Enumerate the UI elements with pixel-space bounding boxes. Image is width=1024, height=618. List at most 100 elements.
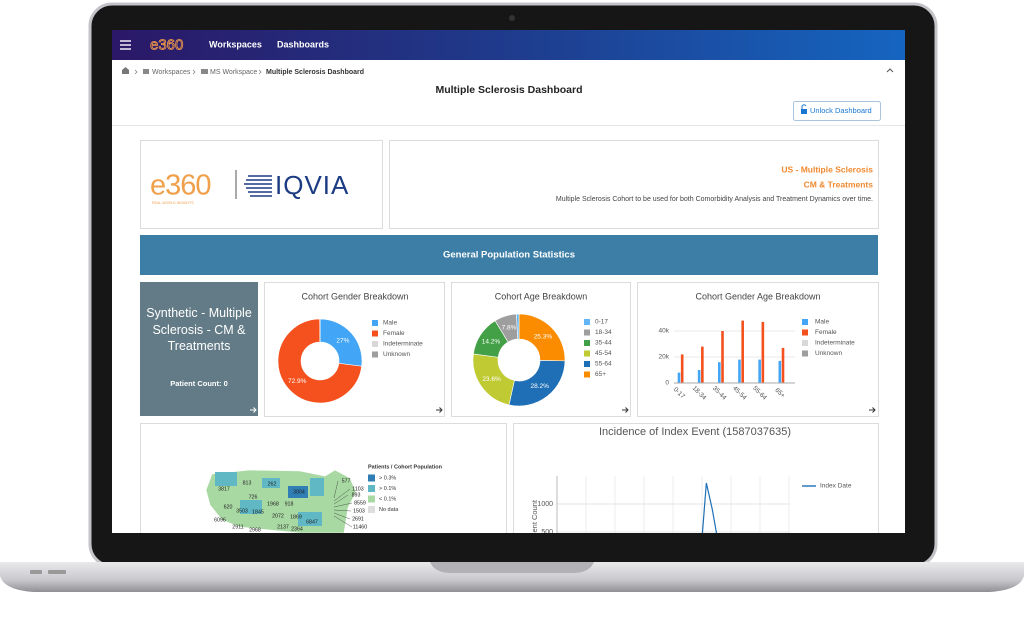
menu-icon[interactable] [120,40,131,50]
legend-label: 45-54 [595,350,612,357]
nav-item[interactable]: Workspaces [209,39,262,49]
map-label: 1968 [267,501,279,507]
slice-label: 7.8% [502,325,517,332]
slice-label: 23.6% [482,376,501,383]
leader-line [333,488,351,502]
open-arrow[interactable] [436,407,443,413]
bar [680,354,684,383]
legend-label: 55-64 [595,361,612,368]
cohort-tile[interactable] [140,282,258,416]
map-region [262,478,280,488]
cohort-title-box: Synthetic - Multiple Sclerosis - CM & Tr… [146,306,252,353]
map-label: 8559 [354,500,366,506]
map-label: 3817 [218,486,230,492]
legend-label: > 0.3% [379,475,396,481]
map-region [298,512,322,526]
map-label: 726 [249,494,258,500]
info-heading: US - Multiple Sclerosis [781,164,873,174]
map-label: 2911 [232,524,243,530]
map-label: 2137 [277,524,289,530]
open-arrow[interactable] [250,407,257,413]
chart-title: Cohort Gender Age Breakdown [695,291,820,301]
map-label: 11460 [353,524,367,530]
bar [738,359,741,383]
patient-count: Patient Count: 0 [170,379,228,388]
breadcrumb-current: Multiple Sclerosis Dashboard [266,69,364,76]
legend-swatch [584,319,590,325]
chart-title: Cohort Age Breakdown [495,291,588,301]
bar [721,331,724,383]
y-tick-label: 1000 [537,501,553,508]
info-subheading: CM & Treatments [804,179,874,189]
leader-line [333,515,353,528]
legend-label: No data [379,507,399,513]
legend-swatch [372,351,378,358]
legend-swatch [584,361,590,367]
legend-label: Indeterminate [815,340,855,347]
legend-label: Unknown [815,350,842,357]
legend-swatch [584,329,590,336]
map-label: 893 [352,492,361,498]
legend-label: Index Date [820,483,852,490]
legend-swatch [584,340,590,346]
map-label: 2364 [291,526,303,532]
breadcrumb-link[interactable]: Workspaces [152,69,191,76]
button-frame[interactable] [793,101,881,121]
legend-label: 35-44 [595,340,612,347]
legend-label: > 0.1% [379,486,396,492]
bar [761,321,765,383]
map-label: 2691 [352,516,364,522]
leader-line [333,494,349,505]
e360-tagline: REAL WORLD INSIGHTS [152,201,194,205]
open-arrow[interactable] [622,407,629,413]
unlock-button[interactable]: Unlock Dashboard [793,101,881,121]
legend-label: 65+ [595,371,606,378]
nav-logo[interactable]: e360 [150,36,184,54]
legend-swatch [584,371,590,378]
map-label: 577 [342,478,351,484]
iqvia-logo: IQVIA [275,170,349,200]
info-description: Multiple Sclerosis Cohort to be used for… [556,196,873,203]
legend-label: Female [815,329,837,336]
legend-swatch [368,506,375,513]
legend-label: 18-34 [595,329,612,336]
open-arrow[interactable] [869,407,876,413]
bar [697,370,701,383]
us-map [205,469,357,533]
legend-swatch [368,474,375,482]
slice-label: 72.9% [288,378,307,385]
map-label: 3503 [236,508,248,514]
legend-swatch [584,350,590,357]
nav-item[interactable]: Dashboards [277,39,329,49]
breadcrumb-link[interactable]: MS Workspace [210,69,257,76]
cohort-title: Synthetic - Multiple Sclerosis - CM & Tr… [146,306,252,353]
map-label: 2072 [272,513,284,519]
pie-slice [516,313,520,340]
y-tick-label: 20k [659,354,670,361]
leader-line [333,502,353,508]
screen: e360 Workspaces Dashboards Workspaces MS… [112,30,905,533]
laptop-base [0,562,1024,592]
legend-label: < 0.1% [379,496,396,502]
legend-swatch [368,495,375,503]
map-label: 620 [224,504,233,510]
map-region [288,486,308,498]
legend-swatch [802,319,808,325]
bar [758,359,761,383]
bar [701,346,704,383]
legend-swatch [802,329,808,336]
dashboard-title: Multiple Sclerosis Dashboard [435,84,582,96]
button-label[interactable]: Unlock Dashboard [810,106,872,115]
bar [677,372,681,383]
chevron [134,69,138,75]
nav-bar [112,30,905,60]
home-icon[interactable] [122,67,129,74]
map-region [215,472,237,486]
collapse-icon[interactable] [886,68,894,73]
map-label: 262 [268,481,277,487]
map-legend-title: Patients / Cohort Population [368,464,443,470]
legend-label: Male [383,320,397,327]
folder-icon [201,69,208,74]
